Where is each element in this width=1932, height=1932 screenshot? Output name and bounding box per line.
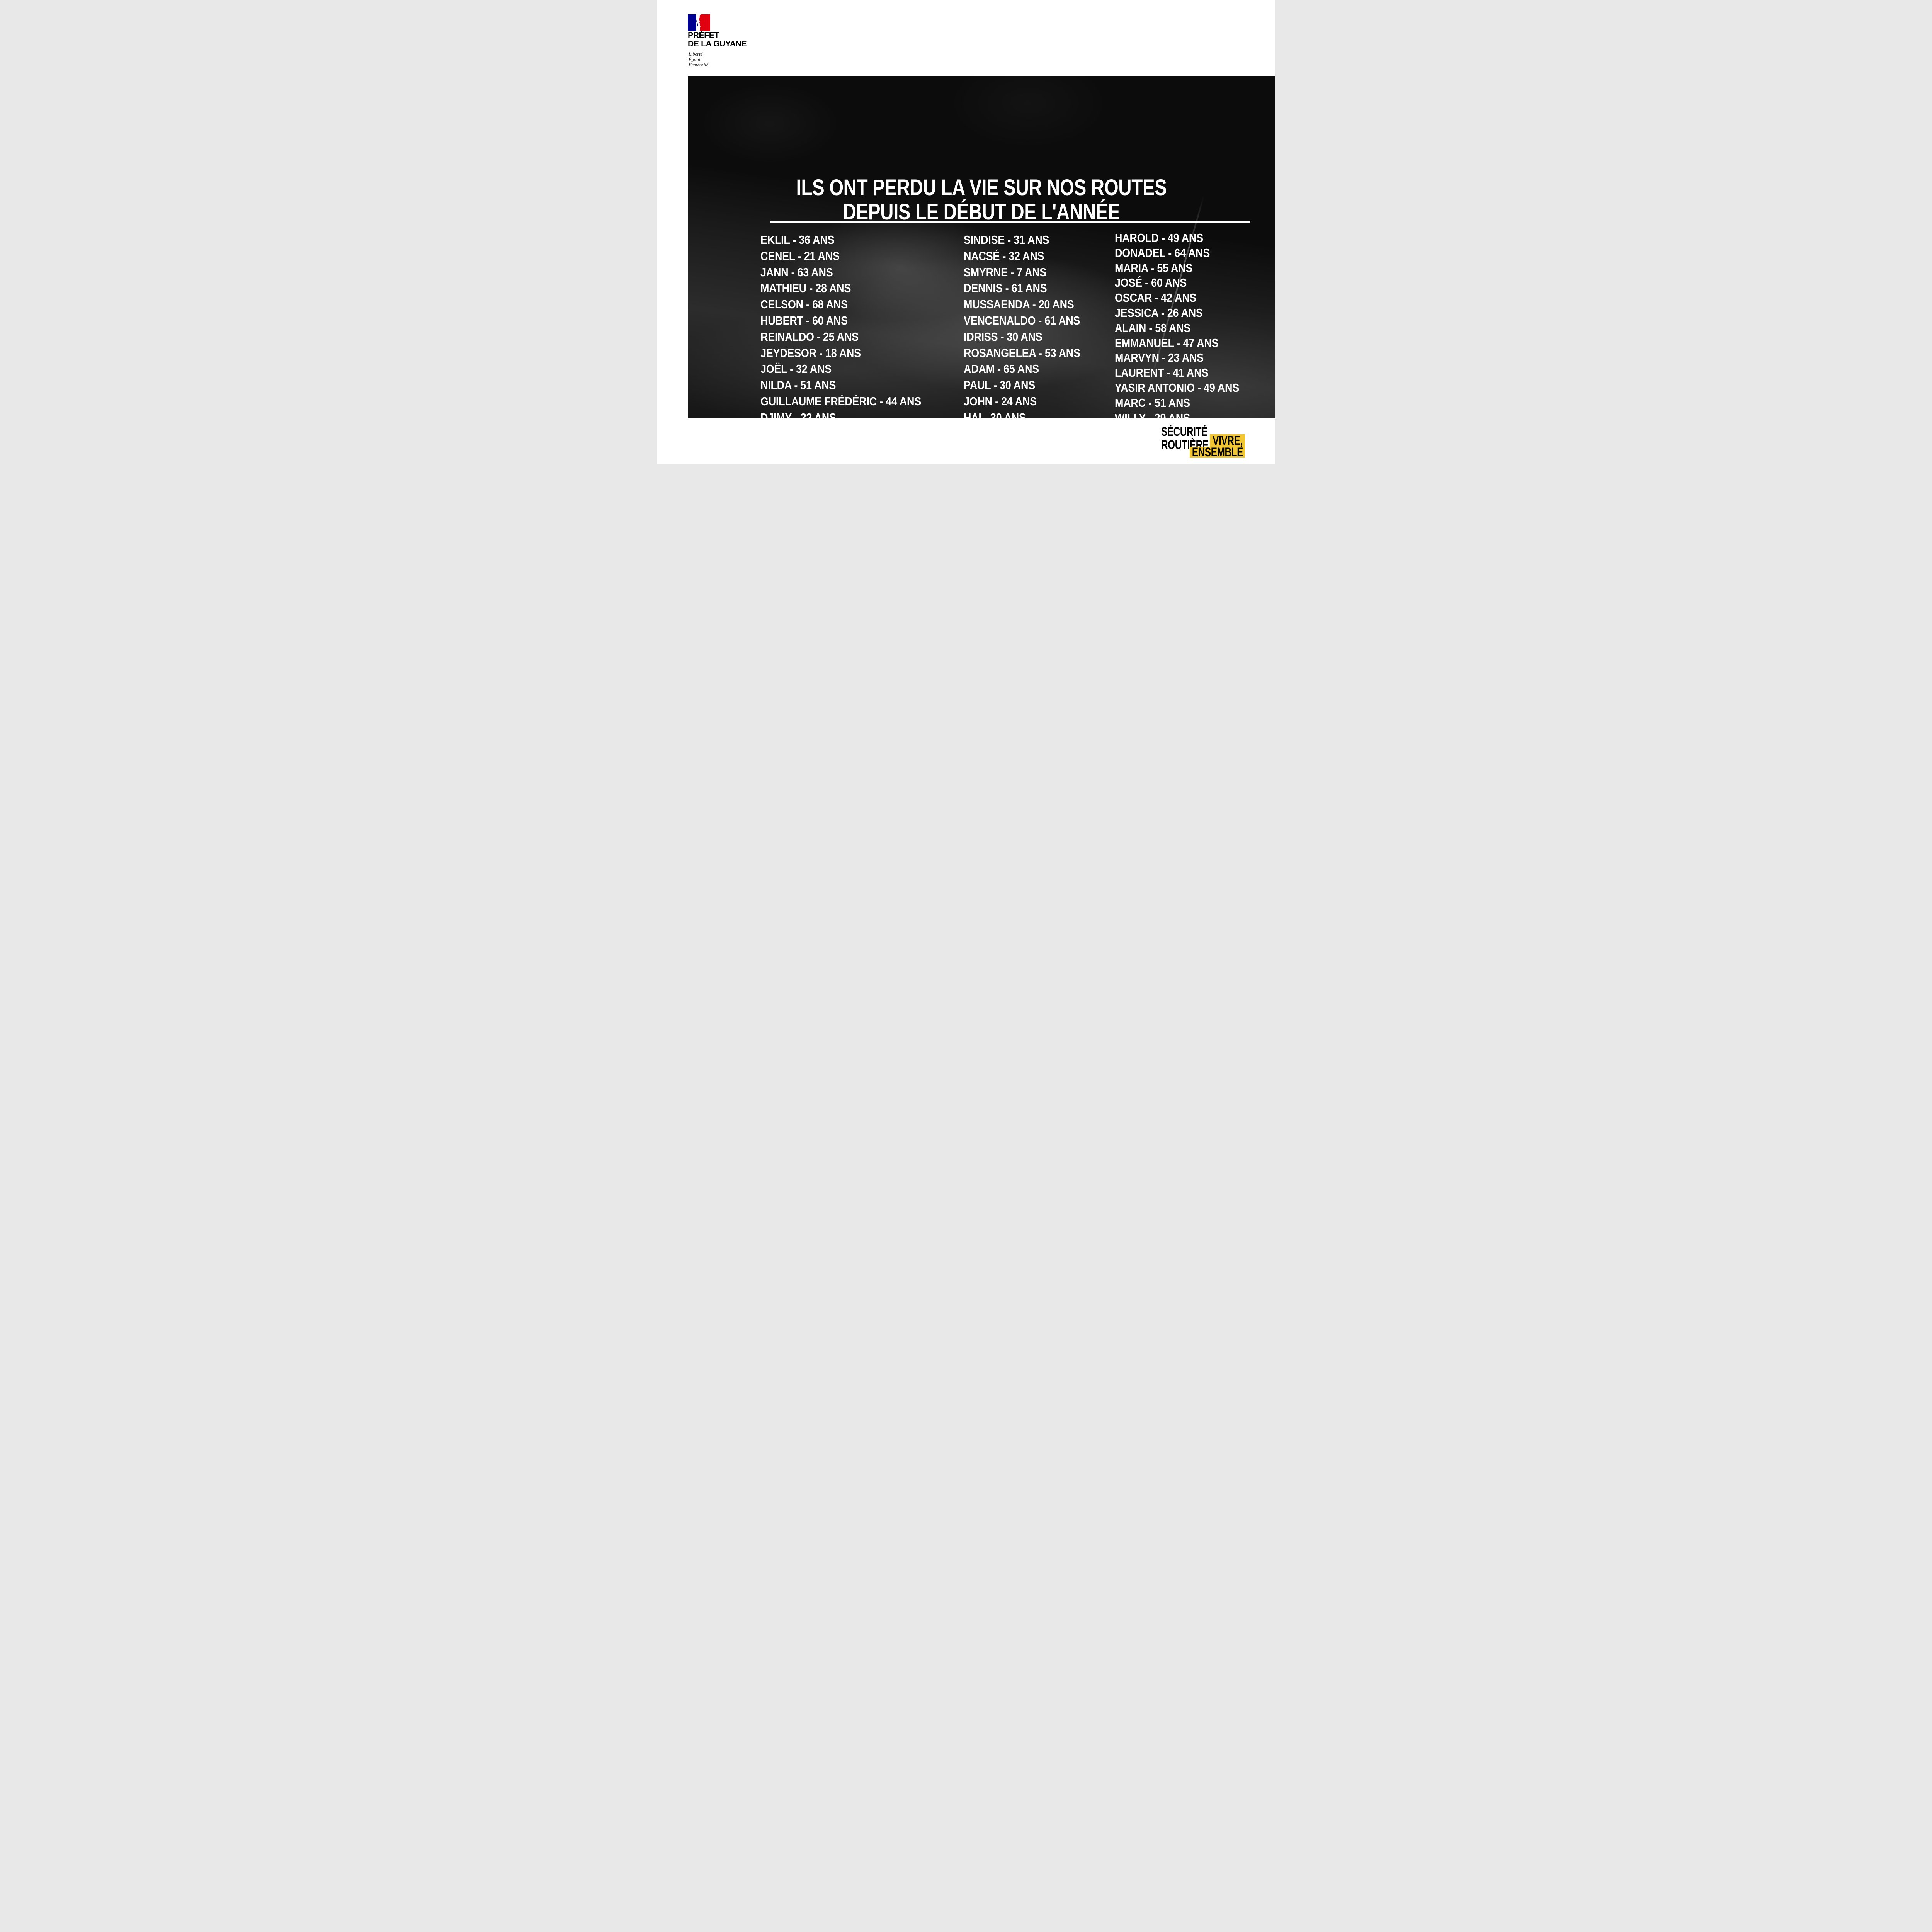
prefecture-name-line1: PRÉFET — [688, 31, 719, 40]
victim-entry: JOSÉ - 60 ANS — [1115, 276, 1187, 290]
victim-entry: JEYDESOR - 18 ANS — [760, 346, 861, 360]
republic-motto: Liberté Égalité Fraternité — [689, 51, 708, 68]
victim-entry: ALAIN - 58 ANS — [1115, 321, 1191, 335]
poster-page: PRÉFET DE LA GUYANE Liberté Égalité Frat… — [657, 0, 1275, 464]
securite-routiere-logo: SÉCURITÉ ROUTIÈRE VIVRE, ENSEMBLE — [1161, 425, 1246, 460]
victim-entry: IDRISS - 30 ANS — [964, 330, 1043, 344]
victim-entry: JOËL - 32 ANS — [760, 362, 832, 376]
victim-entry: DJIMY - 32 ANS — [760, 410, 836, 418]
brand-highlight-vivre-text: VIVRE, — [1212, 433, 1243, 447]
victim-entry: GUILLAUME FRÉDÉRIC - 44 ANS — [760, 394, 922, 408]
victim-entry: WILLY - 29 ANS — [1115, 411, 1243, 418]
brand-highlight-vivre: VIVRE, — [1210, 434, 1245, 447]
victim-entry: ROSANGELEA - 53 ANS — [964, 346, 1080, 360]
victim-entry: HAROLD - 49 ANS — [1115, 231, 1203, 245]
victim-entry: CENEL - 21 ANS — [760, 249, 840, 263]
victims-column-1: EKLIL - 36 ANS CENEL - 21 ANS JANN - 63 AN… — [760, 232, 945, 418]
victim-entry: EKLIL - 36 ANS — [760, 233, 835, 247]
victim-entry: LAURENT - 41 ANS — [1115, 366, 1209, 380]
victim-entry: JESSICA - 26 ANS — [1115, 306, 1203, 320]
victim-entry: MATHIEU - 28 ANS — [760, 281, 851, 295]
victim-entry: ADAM - 65 ANS — [964, 362, 1039, 376]
motto-fraternite: Fraternité — [689, 62, 709, 68]
victim-entry: MARC - 51 ANS — [1115, 396, 1190, 410]
victim-entry: YASIR ANTONIO - 49 ANS — [1115, 381, 1239, 395]
memorial-photo-panel: ILS ONT PERDU LA VIE SUR NOS ROUTES DEPU… — [688, 76, 1275, 418]
victim-entry: MUSSAENDA - 20 ANS — [964, 298, 1074, 311]
poster-title-line2: DEPUIS LE DÉBUT DE L'ANNÉE — [843, 199, 1120, 224]
victim-entry: SMYRNE - 7 ANS — [964, 265, 1047, 279]
victim-entry: NILDA - 51 ANS — [760, 378, 836, 392]
victim-entry: EMMANUEL - 47 ANS — [1115, 336, 1219, 350]
victim-entry: VENCENALDO - 61 ANS — [964, 313, 1080, 327]
victim-entry: OSCAR - 42 ANS — [1115, 291, 1197, 305]
victim-entry: HAI - 30 ANS — [964, 410, 1026, 418]
motto-liberte: Liberté — [689, 51, 703, 57]
prefecture-logo: PRÉFET DE LA GUYANE Liberté Égalité Frat… — [688, 14, 747, 68]
brand-highlight-ensemble: ENSEMBLE — [1190, 445, 1245, 459]
victim-entry: DENNIS - 61 ANS — [964, 281, 1047, 295]
poster-title: ILS ONT PERDU LA VIE SUR NOS ROUTES DEPU… — [741, 175, 1222, 224]
victim-entry: PAUL - 30 ANS — [964, 378, 1035, 392]
divider-top — [770, 221, 1250, 223]
brand-line-securite: SÉCURITÉ — [1161, 425, 1208, 439]
victims-column-2: SINDISE - 31 ANS NACSÉ - 32 ANS SMYRNE - 7… — [964, 232, 1098, 418]
victim-entry: REINALDO - 25 ANS — [760, 330, 859, 344]
victim-entry: SINDISE - 31 ANS — [964, 233, 1049, 247]
victim-entry: MARVYN - 23 ANS — [1115, 351, 1204, 365]
victim-entry: DONADEL - 64 ANS — [1115, 246, 1210, 260]
poster-title-line1: ILS ONT PERDU LA VIE SUR NOS ROUTES — [796, 175, 1167, 200]
victim-entry: NACSÉ - 32 ANS — [964, 249, 1044, 263]
brand-highlight-ensemble-text: ENSEMBLE — [1192, 445, 1243, 459]
victim-entry: CELSON - 68 ANS — [760, 298, 848, 311]
victim-entry: JOHN - 24 ANS — [964, 394, 1037, 408]
victims-column-3: HAROLD - 49 ANS DONADEL - 64 ANS MARIA - 5… — [1115, 231, 1263, 418]
motto-egalite: Égalité — [689, 57, 703, 62]
french-flag-marianne-icon — [688, 14, 710, 31]
prefecture-name-line2: DE LA GUYANE — [688, 39, 747, 48]
victim-entry: JANN - 63 ANS — [760, 265, 833, 279]
prefecture-name: PRÉFET DE LA GUYANE — [688, 31, 747, 48]
victim-entry: MARIA - 55 ANS — [1115, 261, 1193, 275]
victim-entry: HUBERT - 60 ANS — [760, 313, 848, 327]
